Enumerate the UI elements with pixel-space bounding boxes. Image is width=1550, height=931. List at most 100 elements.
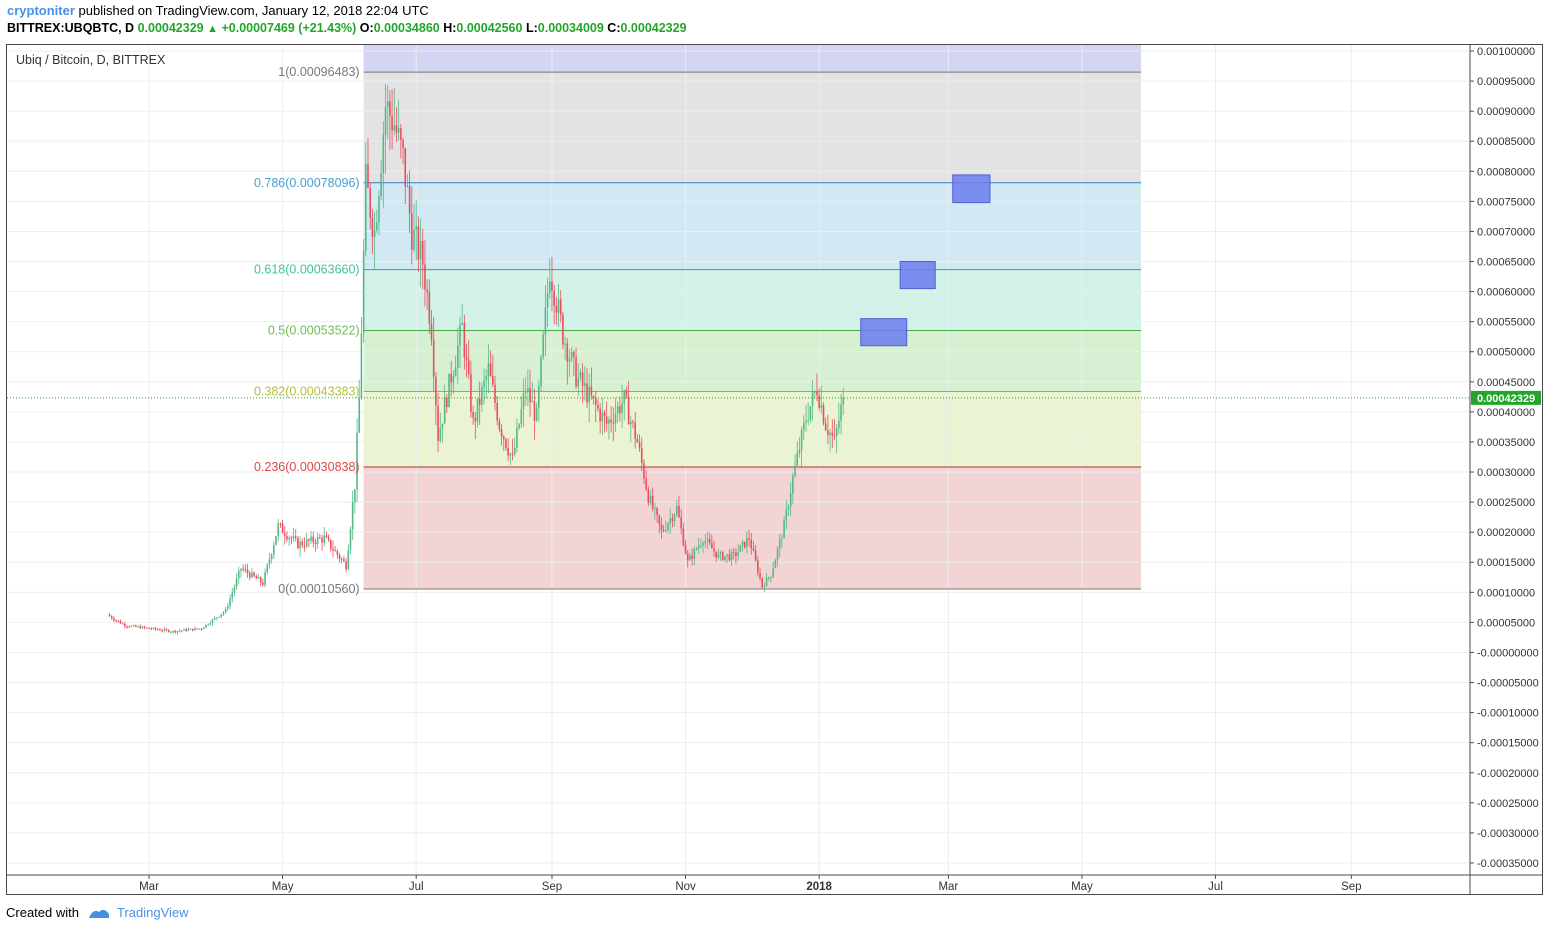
- candle-body: [463, 322, 466, 358]
- y-tick-label: 0.00005000: [1477, 617, 1535, 629]
- y-tick-label: 0.00090000: [1477, 106, 1535, 118]
- chart-frame: [6, 44, 1543, 895]
- candle-body: [251, 572, 253, 578]
- candle-body: [146, 627, 148, 629]
- candle-body: [829, 432, 831, 435]
- candle-body: [474, 417, 477, 422]
- candle-body: [824, 423, 827, 431]
- candle-body: [227, 605, 229, 609]
- candle-body: [767, 577, 770, 579]
- candle-body: [156, 629, 159, 631]
- candle-body: [367, 164, 369, 188]
- fib-label-0.786: 0.786(0.00078096): [254, 176, 360, 190]
- candle-body: [443, 397, 446, 424]
- y-tick-label: 0.00045000: [1477, 377, 1535, 389]
- footer: Created with TradingView: [6, 905, 189, 920]
- candle-body: [564, 343, 566, 345]
- last-price-label: 0.00042329: [1477, 393, 1535, 405]
- candle-body: [531, 401, 534, 403]
- candle-body: [297, 537, 299, 549]
- fib-label-0.382: 0.382(0.00043383): [254, 385, 360, 399]
- candle-body: [281, 523, 284, 534]
- candle-body: [167, 629, 170, 633]
- candle-body: [121, 623, 124, 625]
- candle-body: [502, 436, 505, 440]
- candle-body: [389, 101, 391, 116]
- candle-body: [741, 541, 744, 546]
- candle-body: [314, 542, 317, 544]
- high-label: H:: [443, 21, 457, 35]
- candle-body: [789, 493, 792, 507]
- candle-body: [684, 545, 687, 554]
- candle-body: [351, 502, 354, 530]
- candle-body: [750, 539, 753, 549]
- candle-body: [397, 128, 400, 133]
- candle-body: [713, 548, 715, 552]
- y-tick-label: 0.00070000: [1477, 226, 1535, 238]
- candle-body: [678, 506, 680, 518]
- target-box-2[interactable]: [899, 261, 936, 290]
- candle-body: [505, 439, 507, 449]
- candle-body: [323, 535, 325, 543]
- candle-body: [360, 333, 363, 399]
- y-tick-label: 0.00025000: [1477, 497, 1535, 509]
- y-tick-label: 0.00060000: [1477, 287, 1535, 299]
- author-link[interactable]: cryptoniter: [7, 3, 75, 18]
- tradingview-logo-icon[interactable]: [87, 906, 111, 920]
- candle-body: [711, 542, 713, 549]
- fib-zone-extension: [363, 45, 1142, 73]
- fib-zones: [363, 45, 1142, 589]
- candle-body: [518, 424, 520, 428]
- candle-body: [253, 572, 255, 577]
- candle-body: [439, 428, 442, 442]
- candle-body: [658, 515, 661, 525]
- candle-body: [516, 427, 518, 448]
- candle-body: [303, 545, 306, 547]
- candle-body: [566, 343, 569, 362]
- candle-body: [612, 422, 615, 424]
- candle-body: [724, 556, 726, 560]
- candle-body: [573, 351, 575, 357]
- publish-line: cryptoniter published on TradingView.com…: [7, 3, 429, 18]
- candle-body: [327, 537, 330, 540]
- x-tick-label: 2018: [806, 881, 832, 893]
- candle-body: [358, 398, 361, 433]
- fib-label-0: 0(0.00010560): [278, 582, 359, 596]
- candle-body: [665, 529, 667, 531]
- target-box-1[interactable]: [860, 318, 908, 347]
- y-tick-label: -0.00000000: [1477, 647, 1539, 659]
- candles: [108, 84, 845, 635]
- candle-body: [222, 612, 225, 615]
- candle-body: [139, 626, 142, 629]
- y-tick-label: -0.00005000: [1477, 678, 1539, 690]
- candle-body: [544, 307, 547, 335]
- candle-body: [527, 387, 529, 392]
- y-tick-label: 0.00035000: [1477, 437, 1535, 449]
- candle-body: [393, 125, 396, 131]
- y-tick-label: 0.00100000: [1477, 46, 1535, 58]
- candle-body: [776, 548, 779, 560]
- candle-body: [520, 408, 523, 425]
- candle-body: [546, 293, 549, 308]
- candle-body: [264, 572, 266, 585]
- candle-body: [498, 420, 501, 430]
- tradingview-link[interactable]: TradingView: [116, 905, 189, 920]
- candle-body: [691, 555, 693, 559]
- candle-body: [115, 620, 117, 622]
- candle-body: [570, 351, 573, 359]
- candle-body: [553, 290, 555, 306]
- candle-body: [785, 509, 788, 521]
- candle-body: [507, 448, 509, 456]
- target-box-3[interactable]: [952, 174, 991, 204]
- candle-body: [813, 391, 816, 393]
- candle-body: [693, 549, 696, 559]
- x-tick-label: Nov: [675, 881, 696, 893]
- candle-body: [557, 299, 560, 313]
- candle-body: [759, 572, 761, 578]
- x-tick-label: Sep: [1341, 881, 1361, 893]
- fib-label-0.5: 0.5(0.00053522): [268, 324, 360, 338]
- fib-lines: [363, 71, 1142, 590]
- candle-body: [117, 620, 120, 622]
- candle-body: [244, 569, 247, 571]
